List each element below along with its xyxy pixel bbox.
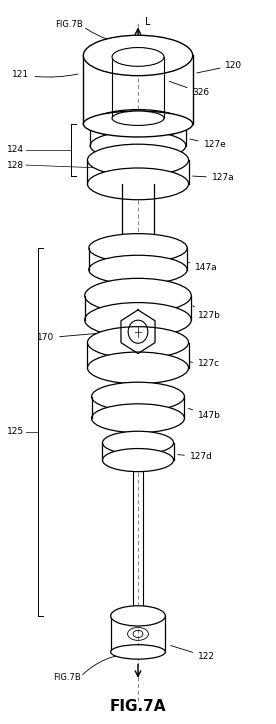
Ellipse shape xyxy=(112,111,164,125)
Text: 147b: 147b xyxy=(189,408,221,420)
Text: 125: 125 xyxy=(7,427,24,437)
Text: 170: 170 xyxy=(37,332,114,342)
Ellipse shape xyxy=(87,352,189,384)
Ellipse shape xyxy=(102,449,174,471)
Ellipse shape xyxy=(90,131,186,160)
Text: 127b: 127b xyxy=(193,306,221,320)
Text: 128: 128 xyxy=(7,161,24,169)
Ellipse shape xyxy=(102,432,174,455)
Text: 124: 124 xyxy=(7,146,24,154)
Ellipse shape xyxy=(85,303,191,337)
Ellipse shape xyxy=(111,644,165,659)
Ellipse shape xyxy=(111,606,165,626)
Text: FIG.7B: FIG.7B xyxy=(53,673,81,683)
Ellipse shape xyxy=(83,111,193,137)
Ellipse shape xyxy=(83,35,193,76)
Ellipse shape xyxy=(89,256,187,284)
Text: 122: 122 xyxy=(171,646,215,661)
Text: 326: 326 xyxy=(169,81,210,97)
Ellipse shape xyxy=(92,382,184,411)
Ellipse shape xyxy=(87,168,189,200)
Ellipse shape xyxy=(89,234,187,263)
Text: FIG.7B: FIG.7B xyxy=(55,20,83,29)
Ellipse shape xyxy=(90,109,186,138)
Text: 127e: 127e xyxy=(190,139,226,149)
Text: 120: 120 xyxy=(197,61,243,73)
Text: 127d: 127d xyxy=(178,452,213,461)
Ellipse shape xyxy=(112,48,164,67)
Ellipse shape xyxy=(87,144,189,176)
Ellipse shape xyxy=(87,327,189,358)
Text: L: L xyxy=(145,17,150,28)
Ellipse shape xyxy=(92,404,184,433)
Text: 127c: 127c xyxy=(190,359,220,369)
Text: 121: 121 xyxy=(12,70,78,79)
Text: 127a: 127a xyxy=(193,173,234,182)
Text: FIG.7A: FIG.7A xyxy=(110,699,166,714)
Text: 147a: 147a xyxy=(189,263,218,272)
Ellipse shape xyxy=(85,278,191,313)
